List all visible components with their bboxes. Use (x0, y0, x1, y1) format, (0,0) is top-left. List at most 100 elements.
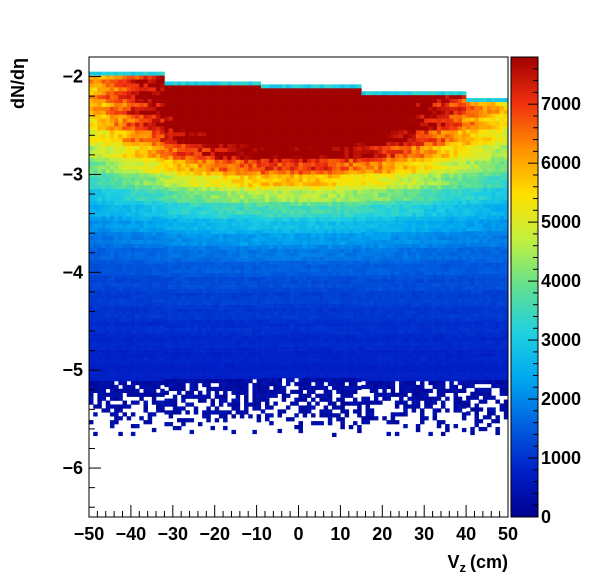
heatmap-cell (197, 85, 203, 90)
heatmap-cell (218, 93, 224, 98)
heatmap-cell (135, 345, 140, 350)
heatmap-cell (156, 87, 161, 92)
heatmap-cell (302, 174, 308, 179)
heatmap-cell (197, 148, 203, 153)
heatmap-cell (298, 378, 303, 383)
heatmap-cell (294, 158, 299, 163)
heatmap-cell (197, 159, 203, 164)
heatmap-cell (93, 318, 98, 323)
heatmap-cell (151, 369, 157, 374)
heatmap-cell (281, 299, 287, 304)
heatmap-cell (172, 410, 178, 415)
heatmap-cell (273, 284, 278, 289)
heatmap-cell (239, 367, 245, 372)
heatmap-cell (143, 149, 148, 155)
heatmap-cell (101, 149, 107, 155)
heatmap-cell (231, 136, 236, 141)
heatmap-cell (118, 118, 123, 123)
heatmap-cell (248, 89, 253, 94)
heatmap-cell (156, 400, 161, 405)
heatmap-cell (252, 230, 257, 235)
heatmap-cell (336, 147, 341, 152)
heatmap-cell (189, 128, 195, 133)
heatmap-cell (269, 237, 274, 242)
heatmap-cell (290, 190, 295, 195)
heatmap-cell (214, 89, 220, 94)
heatmap-cell (298, 397, 303, 402)
heatmap-cell (218, 116, 224, 121)
heatmap-cell (176, 285, 182, 290)
heatmap-cell (93, 369, 98, 374)
heatmap-cell (256, 104, 262, 110)
heatmap-cell (135, 373, 140, 378)
heatmap-cell (143, 400, 148, 405)
heatmap-cell (206, 159, 211, 164)
heatmap-cell (327, 268, 333, 273)
heatmap-cell (181, 183, 186, 188)
heatmap-cell (135, 181, 140, 186)
heatmap-cell (118, 404, 123, 409)
heatmap-cell (231, 277, 236, 282)
heatmap-cell (252, 218, 257, 223)
heatmap-cell (143, 224, 148, 229)
heatmap-cell (168, 324, 174, 329)
heatmap-cell (323, 405, 329, 410)
heatmap-cell (264, 272, 270, 277)
heatmap-cell (319, 162, 324, 167)
heatmap-cell (135, 185, 140, 190)
heatmap-cell (160, 287, 165, 292)
heatmap-cell (139, 396, 144, 401)
heatmap-cell (206, 394, 211, 399)
heatmap-cell (239, 261, 245, 266)
heatmap-cell (277, 428, 283, 434)
heatmap-cell (223, 214, 228, 219)
heatmap-cell (327, 139, 333, 144)
heatmap-cell (285, 244, 291, 250)
heatmap-cell (256, 97, 262, 102)
heatmap-cell (109, 357, 115, 362)
heatmap-cell (248, 144, 253, 149)
heatmap-cell (189, 93, 195, 98)
heatmap-cell (118, 114, 123, 119)
heatmap-cell (206, 324, 211, 329)
heatmap-cell (118, 431, 123, 437)
heatmap-cell (151, 71, 157, 76)
heatmap-cell (109, 251, 115, 256)
heatmap-cell (156, 110, 161, 116)
heatmap-cell (290, 88, 295, 93)
heatmap-cell (285, 393, 291, 398)
heatmap-cell (89, 392, 94, 397)
heatmap-cell (256, 296, 262, 301)
heatmap-cell (176, 332, 182, 337)
heatmap-cell (139, 142, 144, 147)
heatmap-cell (105, 263, 111, 268)
heatmap-cell (336, 248, 341, 254)
heatmap-cell (168, 285, 174, 290)
heatmap-cell (277, 381, 283, 387)
heatmap-cell (327, 291, 333, 297)
heatmap-cell (235, 104, 241, 110)
heatmap-cell (218, 104, 224, 110)
heatmap-cell (181, 347, 186, 352)
heatmap-cell (193, 151, 199, 157)
heatmap-cell (252, 273, 257, 278)
heatmap-cell (227, 89, 232, 94)
heatmap-cell (193, 406, 199, 411)
heatmap-cell (160, 392, 165, 397)
heatmap-cell (101, 146, 107, 151)
heatmap-cell (197, 167, 203, 172)
heatmap-cell (189, 97, 195, 102)
heatmap-cell (277, 197, 283, 203)
heatmap-cell (302, 221, 308, 226)
heatmap-cell (227, 253, 232, 258)
heatmap-cell (210, 234, 215, 239)
heatmap-cell (101, 75, 107, 80)
heatmap-cell (114, 138, 119, 143)
heatmap-cell (281, 88, 287, 93)
heatmap-cell (206, 183, 211, 188)
heatmap-cell (176, 97, 182, 102)
heatmap-cell (227, 320, 232, 325)
heatmap-cell (319, 244, 324, 250)
heatmap-cell (218, 300, 224, 305)
heatmap-cell (273, 370, 278, 375)
